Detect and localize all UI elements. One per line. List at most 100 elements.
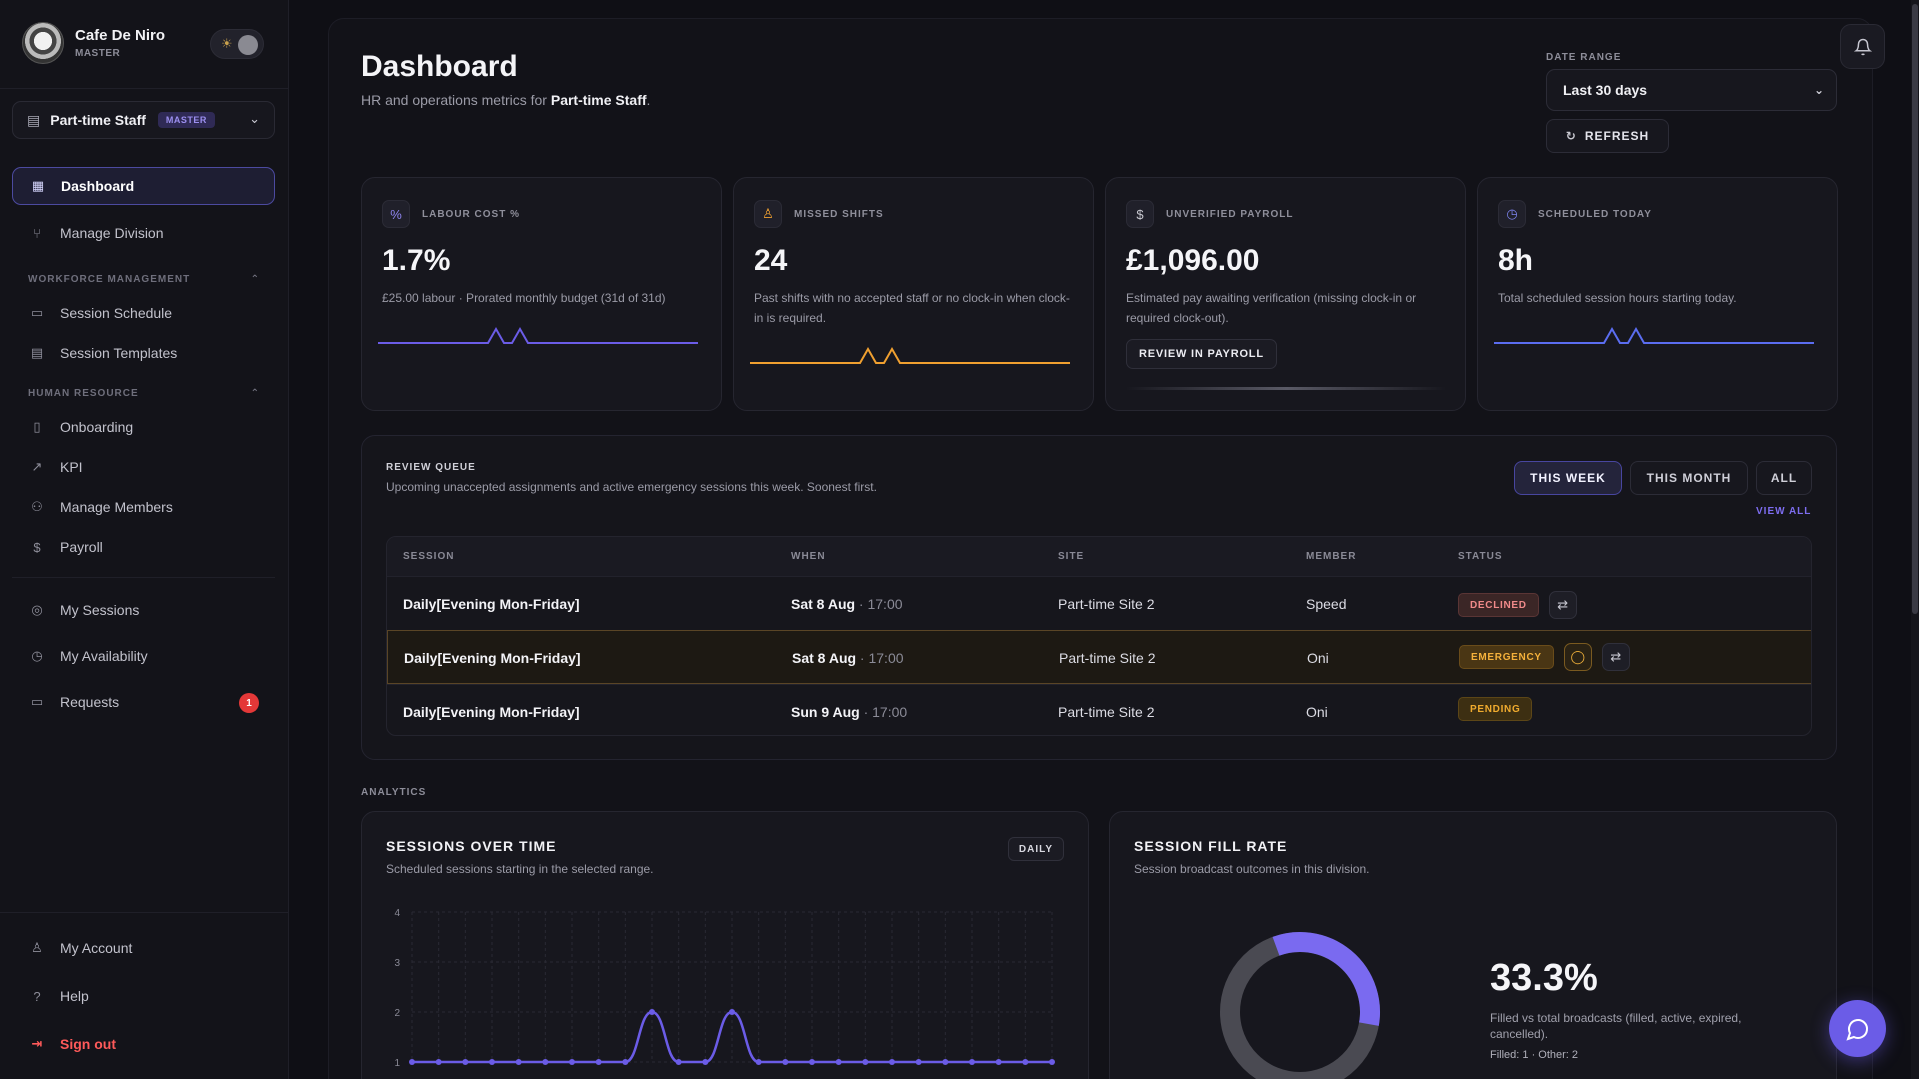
nav-my-sessions[interactable]: ◎ My Sessions <box>12 591 275 629</box>
nav-kpi[interactable]: ↗ KPI <box>12 448 275 486</box>
template-icon: ▤ <box>30 345 44 360</box>
section-workforce[interactable]: WORKFORCE MANAGEMENT ⌃ <box>28 274 260 285</box>
data-point[interactable] <box>755 1059 762 1065</box>
status-badge: DECLINED <box>1458 593 1539 617</box>
table-row[interactable]: Daily[Evening Mon-Friday] Sat 8 Aug · 17… <box>387 630 1811 684</box>
brand[interactable]: Cafe De Niro MASTER <box>22 22 165 64</box>
data-point[interactable] <box>462 1059 469 1065</box>
panel-title: SESSIONS OVER TIME <box>386 838 557 854</box>
data-point[interactable] <box>649 1009 655 1015</box>
nav-my-account[interactable]: ♙ My Account <box>12 929 275 967</box>
nav-label: Dashboard <box>61 178 135 194</box>
scrollbar-thumb[interactable] <box>1912 4 1918 614</box>
data-point[interactable] <box>969 1059 975 1065</box>
nav-onboarding[interactable]: ▯ Onboarding <box>12 408 275 446</box>
nav-dashboard[interactable]: ▦ Dashboard <box>12 167 275 205</box>
data-point[interactable] <box>915 1059 922 1065</box>
nav-label: Onboarding <box>60 419 134 435</box>
analytics-header: ANALYTICS <box>361 787 427 798</box>
card-description: Estimated pay awaiting verification (mis… <box>1126 291 1417 325</box>
branch-icon: ⑂ <box>33 225 41 241</box>
data-point[interactable] <box>729 1009 735 1015</box>
nav-sign-out[interactable]: ⇥ Sign out <box>12 1025 275 1063</box>
sidebar: Cafe De Niro MASTER ☀ ▤ Part-time Staff … <box>0 0 289 1079</box>
review-in-payroll-button[interactable]: REVIEW IN PAYROLL <box>1126 339 1277 369</box>
table-row[interactable]: Daily[Evening Mon-Friday] Sat 8 Aug · 17… <box>387 576 1811 630</box>
nav-label: KPI <box>60 459 83 475</box>
data-point[interactable] <box>489 1059 495 1065</box>
grid-icon: ▦ <box>31 178 45 193</box>
data-point[interactable] <box>889 1059 895 1065</box>
session-cell: Daily[Evening Mon-Friday] <box>404 650 581 666</box>
sun-icon: ☀ <box>221 36 233 51</box>
division-selector[interactable]: ▤ Part-time Staff MASTER ⌄ <box>12 101 275 139</box>
chevron-down-icon: ⌄ <box>1813 83 1824 97</box>
nav-help[interactable]: ? Help <box>12 977 275 1015</box>
reassign-button[interactable]: ⇄ <box>1548 591 1577 619</box>
tab-this-month[interactable]: THIS MONTH <box>1630 461 1748 495</box>
card-label: LABOUR COST % <box>422 209 520 220</box>
card-missed-shifts: ♙ MISSED SHIFTS 24 Past shifts with no a… <box>733 177 1094 411</box>
data-point[interactable] <box>542 1059 549 1065</box>
session-fill-rate-panel: SESSION FILL RATE Session broadcast outc… <box>1109 811 1837 1079</box>
tab-all[interactable]: ALL <box>1756 461 1812 495</box>
data-point[interactable] <box>862 1059 869 1065</box>
user-x-icon: ♙ <box>754 200 782 228</box>
data-point[interactable] <box>622 1059 629 1065</box>
nav-requests[interactable]: ▭ Requests 1 <box>12 683 275 721</box>
panel-subtitle: Session broadcast outcomes in this divis… <box>1134 862 1370 876</box>
card-label: UNVERIFIED PAYROLL <box>1166 209 1294 220</box>
site-cell: Part-time Site 2 <box>1058 596 1155 612</box>
data-point[interactable] <box>1049 1059 1055 1065</box>
column-header: SESSION <box>403 551 455 562</box>
slice-filled[interactable] <box>1272 932 1380 1026</box>
table-row[interactable]: Daily[Evening Mon-Friday] Sun 9 Aug · 17… <box>387 684 1811 735</box>
trending-up-icon: ↗ <box>31 459 43 474</box>
scrollbar[interactable] <box>1911 0 1919 1079</box>
y-tick-label: 4 <box>394 908 400 919</box>
column-header: WHEN <box>791 551 826 562</box>
refresh-button[interactable]: ↻ REFRESH <box>1546 119 1669 153</box>
nav-manage-division[interactable]: ⑂ Manage Division <box>12 214 275 252</box>
data-point[interactable] <box>782 1059 789 1065</box>
date-range-select[interactable]: Last 30 days ⌄ <box>1546 69 1837 111</box>
nav-label: Manage Division <box>60 225 164 241</box>
nav-payroll[interactable]: $ Payroll <box>12 528 275 566</box>
sparkline-path <box>750 346 1070 364</box>
data-point[interactable] <box>835 1059 842 1065</box>
nav-session-templates[interactable]: ▤ Session Templates <box>12 334 275 372</box>
nav-session-schedule[interactable]: ▭ Session Schedule <box>12 294 275 332</box>
view-all-link[interactable]: VIEW ALL <box>1756 506 1812 517</box>
tab-this-week[interactable]: THIS WEEK <box>1514 461 1622 495</box>
nav-label: My Availability <box>60 648 148 664</box>
data-point[interactable] <box>409 1059 415 1065</box>
data-point[interactable] <box>515 1059 522 1065</box>
data-point[interactable] <box>1022 1059 1029 1065</box>
card-value: 24 <box>754 244 788 277</box>
data-point[interactable] <box>675 1059 682 1065</box>
data-point[interactable] <box>702 1059 709 1065</box>
data-point[interactable] <box>942 1059 949 1065</box>
data-point[interactable] <box>809 1059 815 1065</box>
data-point[interactable] <box>595 1059 602 1065</box>
reassign-button[interactable]: ⇄ <box>1601 643 1630 671</box>
card-description: Total scheduled session hours starting t… <box>1498 291 1737 305</box>
division-badge: MASTER <box>157 112 215 128</box>
granularity-button[interactable]: DAILY <box>1007 837 1064 861</box>
message-button[interactable]: ◯ <box>1563 643 1592 671</box>
nav-my-availability[interactable]: ◷ My Availability <box>12 637 275 675</box>
chat-button[interactable] <box>1829 1000 1886 1057</box>
section-hr[interactable]: HUMAN RESOURCE ⌃ <box>28 388 260 399</box>
theme-toggle[interactable]: ☀ <box>210 29 264 59</box>
swap-icon: ⇄ <box>1557 597 1569 612</box>
data-point[interactable] <box>995 1059 1002 1065</box>
chat-icon <box>1845 1018 1868 1041</box>
chevron-up-icon: ⌃ <box>250 388 260 399</box>
panel-title: SESSION FILL RATE <box>1134 838 1288 854</box>
data-point[interactable] <box>569 1059 575 1065</box>
nav-manage-members[interactable]: ⚇ Manage Members <box>12 488 275 526</box>
notifications-button[interactable] <box>1840 24 1885 69</box>
site-cell: Part-time Site 2 <box>1058 704 1155 720</box>
sessions-line-chart: 1 2 3 4 <box>394 908 1055 1069</box>
data-point[interactable] <box>435 1059 442 1065</box>
